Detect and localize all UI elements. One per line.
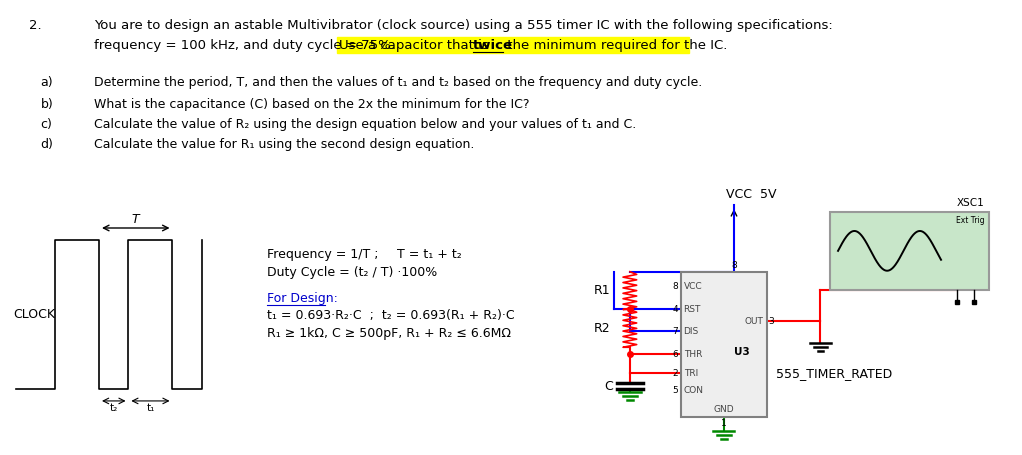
Text: 3: 3 — [769, 317, 775, 326]
Text: TRI: TRI — [684, 369, 698, 378]
Text: RST: RST — [684, 305, 701, 314]
Text: XSC1: XSC1 — [957, 198, 984, 208]
Text: Calculate the value for R₁ using the second design equation.: Calculate the value for R₁ using the sec… — [94, 137, 474, 151]
Text: Use a capacitor that is: Use a capacitor that is — [339, 39, 494, 52]
Text: R₁ ≥ 1kΩ, C ≥ 500pF, R₁ + R₂ ≤ 6.6MΩ: R₁ ≥ 1kΩ, C ≥ 500pF, R₁ + R₂ ≤ 6.6MΩ — [267, 328, 511, 340]
Text: VCC  5V: VCC 5V — [727, 188, 777, 201]
Text: a): a) — [41, 76, 53, 89]
Text: 5: 5 — [672, 386, 678, 395]
Text: 8: 8 — [672, 282, 678, 291]
Text: R1: R1 — [594, 284, 610, 297]
Bar — [337, 37, 689, 53]
Text: What is the capacitance (C) based on the 2x the minimum for the IC?: What is the capacitance (C) based on the… — [94, 98, 529, 111]
Bar — [830, 212, 988, 290]
Text: For Design:: For Design: — [267, 292, 338, 304]
Text: 1: 1 — [721, 419, 727, 428]
Text: R2: R2 — [594, 322, 610, 335]
Text: b): b) — [41, 98, 53, 111]
Text: GND: GND — [713, 405, 734, 415]
Text: c): c) — [41, 118, 52, 131]
Text: C: C — [604, 380, 613, 393]
Text: 4: 4 — [672, 305, 678, 314]
Text: Ext Trig: Ext Trig — [956, 216, 984, 225]
Text: DIS: DIS — [684, 327, 699, 336]
Text: 7: 7 — [672, 327, 678, 336]
Text: frequency = 100 kHz, and duty cycle = 75%.: frequency = 100 kHz, and duty cycle = 75… — [94, 39, 404, 52]
Text: U3: U3 — [734, 348, 750, 358]
Text: Duty Cycle = (t₂ / T) ·100%: Duty Cycle = (t₂ / T) ·100% — [267, 266, 437, 279]
Text: 8: 8 — [731, 261, 737, 270]
Text: t₂: t₂ — [109, 403, 118, 413]
Text: VCC: VCC — [684, 282, 702, 291]
Text: Frequency = 1/T ;: Frequency = 1/T ; — [267, 248, 379, 261]
Text: 2.: 2. — [29, 19, 41, 32]
Text: t₁: t₁ — [146, 403, 154, 413]
Text: 2: 2 — [672, 369, 678, 378]
Text: d): d) — [41, 137, 53, 151]
Text: T: T — [132, 213, 140, 226]
Text: You are to design an astable Multivibrator (clock source) using a 555 timer IC w: You are to design an astable Multivibrat… — [94, 19, 833, 32]
Text: CLOCK: CLOCK — [13, 308, 55, 321]
Text: the minimum required for the IC.: the minimum required for the IC. — [504, 39, 728, 52]
Bar — [681, 272, 766, 417]
Text: Determine the period, T, and then the values of t₁ and t₂ based on the frequency: Determine the period, T, and then the va… — [94, 76, 702, 89]
Text: t₁ = 0.693·R₂·C  ;  t₂ = 0.693(R₁ + R₂)·C: t₁ = 0.693·R₂·C ; t₂ = 0.693(R₁ + R₂)·C — [267, 309, 515, 323]
Text: T = t₁ + t₂: T = t₁ + t₂ — [398, 248, 462, 261]
Text: Calculate the value of R₂ using the design equation below and your values of t₁ : Calculate the value of R₂ using the desi… — [94, 118, 637, 131]
Text: 6: 6 — [672, 350, 678, 359]
Text: twice: twice — [473, 39, 513, 52]
Text: CON: CON — [684, 386, 703, 395]
Text: OUT: OUT — [745, 317, 763, 326]
Text: THR: THR — [684, 350, 702, 359]
Text: 555_TIMER_RATED: 555_TIMER_RATED — [777, 367, 892, 380]
